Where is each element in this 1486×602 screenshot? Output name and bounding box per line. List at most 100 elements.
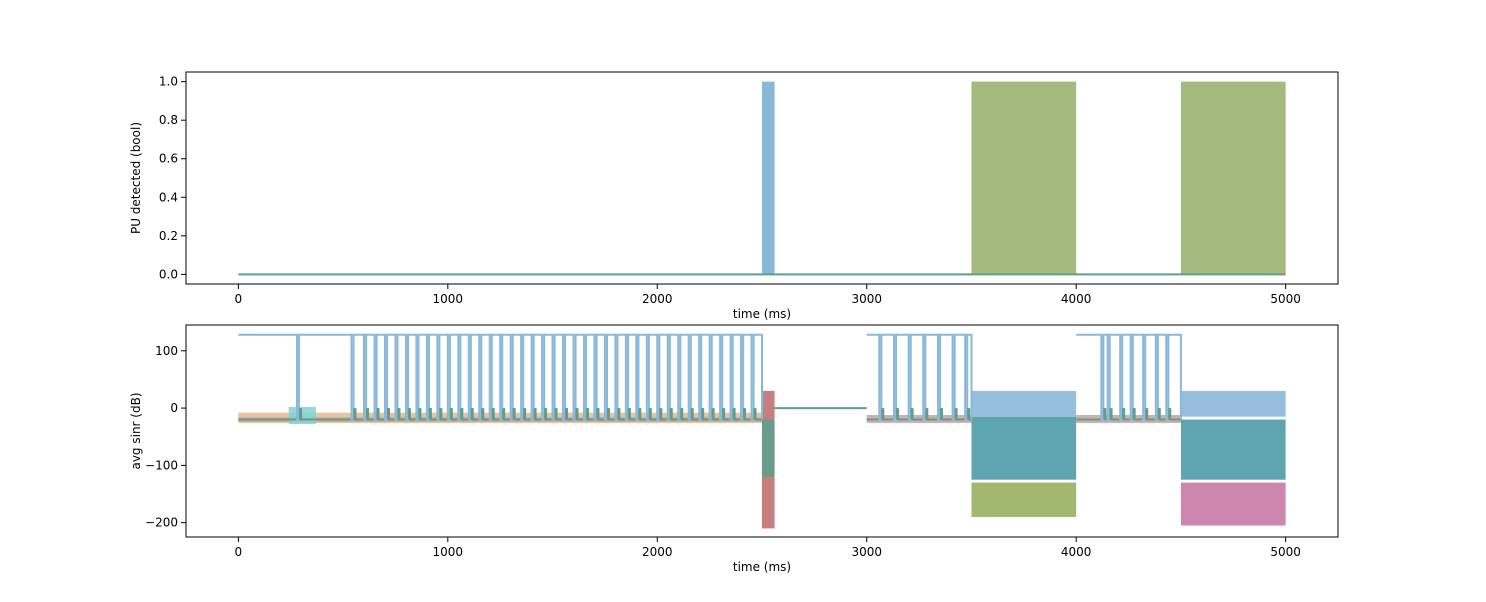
chart-1-spike-0-15 — [502, 408, 506, 420]
chart-1-spike-1-3 — [925, 408, 929, 420]
chart-0-y-tick-label-4: 0.8 — [159, 113, 178, 127]
chart-1-dense-block-2 — [971, 482, 1077, 517]
chart-1-spike-0-0 — [299, 408, 303, 420]
chart-0-y-tick-label-2: 0.4 — [159, 190, 178, 204]
chart-1-spike-0-28 — [638, 408, 642, 420]
chart-1-spike-0-26 — [617, 408, 621, 420]
chart-1-spike-0-25 — [606, 408, 610, 420]
chart-1-spike-0-33 — [690, 408, 694, 420]
chart-1-spike-2-3 — [1132, 408, 1136, 420]
chart-1-spike-0-12 — [470, 408, 474, 420]
chart-0-y-tick-label-3: 0.6 — [159, 152, 178, 166]
chart-1-dense-block-7 — [1180, 390, 1286, 417]
chart-0-detection-block-1 — [971, 81, 1077, 275]
chart-1-spike-0-3 — [376, 408, 380, 420]
chart-1-x-tick-label-1: 1000 — [433, 545, 464, 559]
chart-1-blue-series-segment-2 — [1076, 333, 1182, 421]
chart-0-y-tick-label-1: 0.2 — [159, 229, 178, 243]
chart-1-blue-series-segment-1 — [866, 333, 973, 421]
chart-1-spike-0-17 — [523, 408, 527, 420]
chart-1-spike-0-36 — [722, 408, 726, 420]
chart-1-spike-1-4 — [939, 408, 943, 420]
chart-1-spike-0-14 — [491, 408, 495, 420]
chart-1-dense-block-6 — [1180, 419, 1286, 480]
chart-1-y-tick-label-3: 100 — [155, 344, 178, 358]
chart-1-spike-2-5 — [1157, 408, 1161, 420]
chart-1-spike-2-0 — [1103, 408, 1107, 420]
chart-1-spike-1-2 — [910, 408, 914, 420]
chart-1-spike-1-5 — [954, 408, 958, 420]
chart-1-y-tick-label-0: −200 — [145, 516, 178, 530]
chart-1-spike-0-9 — [439, 408, 443, 420]
chart-0-y-tick-label-0: 0.0 — [159, 267, 178, 281]
chart-1-spike-0-30 — [659, 408, 663, 420]
chart-1-spike-0-38 — [743, 408, 747, 420]
chart-1-spike-2-1 — [1109, 408, 1113, 420]
chart-1-x-tick-label-4: 4000 — [1061, 545, 1092, 559]
chart-1-spike-1-1 — [895, 408, 899, 420]
chart-1-spike-0-23 — [585, 408, 589, 420]
chart-1-spike-0-20 — [554, 408, 558, 420]
chart-1-spike-0-4 — [386, 408, 390, 420]
chart-1-spike-2-4 — [1145, 408, 1149, 420]
chart-1-spike-0-1 — [353, 408, 357, 420]
chart-1-spike-0-8 — [428, 408, 432, 420]
chart-0-x-axis-label: time (ms) — [733, 307, 791, 321]
chart-1-spike-0-5 — [397, 408, 401, 420]
chart-0-detection-block-2 — [1180, 81, 1286, 275]
chart-1-spike-0-39 — [753, 408, 757, 420]
chart-1-spike-0-13 — [481, 408, 485, 420]
avg-sinr-chart: 0 1000 2000 3000 4000 5000 −200 −100 0 100 time (m… — [129, 324, 1339, 574]
chart-1-dense-block-5 — [1180, 482, 1286, 526]
chart-1-spike-0-10 — [449, 408, 453, 420]
chart-1-spike-0-19 — [544, 408, 548, 420]
chart-1-spike-1-0 — [881, 408, 885, 420]
chart-1-spike-0-29 — [648, 408, 652, 420]
chart-1-spike-0-31 — [669, 408, 673, 420]
chart-1-dense-block-3 — [971, 416, 1077, 480]
chart-0-axes-frame — [185, 71, 1339, 285]
chart-1-spike-0-34 — [701, 408, 705, 420]
chart-1-axes-frame — [185, 324, 1339, 538]
chart-0-x-tick-label-2: 2000 — [642, 292, 673, 306]
chart-1-spike-0-2 — [366, 408, 370, 420]
chart-1-x-tick-label-2: 2000 — [642, 545, 673, 559]
chart-1-y-tick-label-2: 0 — [170, 401, 178, 415]
chart-1-spike-0-18 — [533, 408, 537, 420]
chart-0-y-tick-label-5: 1.0 — [159, 75, 178, 89]
pu-detected-chart: 0 1000 2000 3000 4000 5000 0.0 0.2 0.4 0.6 0.8 1.0 t… — [129, 71, 1339, 321]
chart-1-spike-0-37 — [732, 408, 736, 420]
chart-0-plot-area — [238, 81, 1286, 276]
chart-1-spike-0-16 — [512, 408, 516, 420]
chart-1-x-axis-label: time (ms) — [733, 560, 791, 574]
chart-0-x-tick-label-4: 4000 — [1061, 292, 1092, 306]
chart-1-dense-block-1 — [762, 419, 775, 477]
chart-1-x-tick-label-3: 3000 — [851, 545, 882, 559]
chart-0-detection-block-0 — [762, 81, 775, 275]
chart-1-dense-block-4 — [971, 390, 1077, 417]
chart-0-x-tick-label-3: 3000 — [851, 292, 882, 306]
chart-1-blue-series-segment-0 — [238, 333, 763, 421]
chart-1-spike-0-27 — [627, 408, 631, 420]
chart-1-background-band-2 — [288, 406, 316, 425]
chart-1-plot-area — [238, 333, 1286, 529]
chart-1-x-tick-label-0: 0 — [235, 545, 243, 559]
chart-1-spike-0-24 — [596, 408, 600, 420]
chart-1-spike-2-2 — [1122, 408, 1126, 420]
chart-1-spike-0-7 — [418, 408, 422, 420]
chart-0-x-tick-label-1: 1000 — [433, 292, 464, 306]
chart-1-y-tick-label-1: −100 — [145, 458, 178, 472]
chart-1-x-tick-label-5: 5000 — [1270, 545, 1301, 559]
chart-1-spike-1-6 — [967, 408, 971, 420]
chart-0-y-axis-label: PU detected (bool) — [129, 122, 143, 234]
chart-1-spike-0-6 — [407, 408, 411, 420]
chart-1-spike-0-11 — [460, 408, 464, 420]
chart-1-spike-0-32 — [680, 408, 684, 420]
chart-1-y-axis-label: avg sinr (dB) — [129, 392, 143, 469]
chart-1-spike-0-21 — [565, 408, 569, 420]
chart-0-x-tick-label-0: 0 — [235, 292, 243, 306]
chart-1-spike-0-22 — [575, 408, 579, 420]
chart-1-spike-2-6 — [1168, 408, 1172, 420]
chart-1-spike-0-35 — [711, 408, 715, 420]
